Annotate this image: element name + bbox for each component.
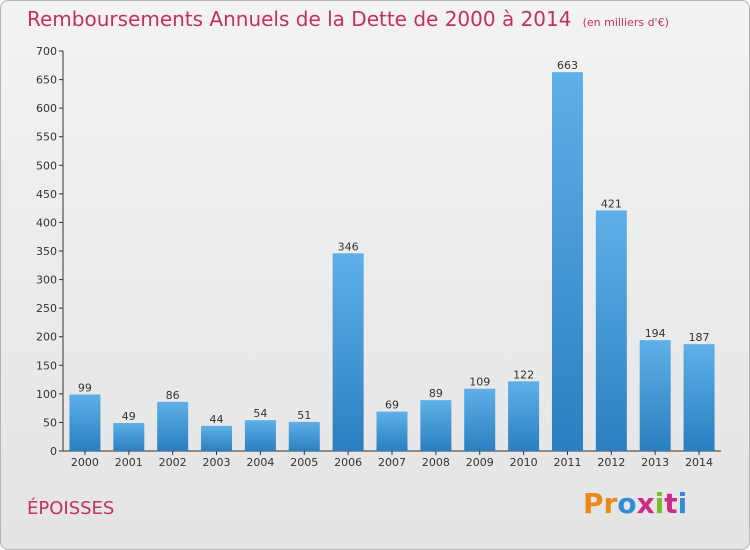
data-label: 54 <box>253 407 267 420</box>
y-tick-label: 500 <box>36 159 57 172</box>
x-tick-label: 2009 <box>466 456 494 469</box>
x-tick-label: 2006 <box>334 456 362 469</box>
y-tick-label: 650 <box>36 74 57 87</box>
bar <box>683 344 715 451</box>
x-tick-label: 2013 <box>641 456 669 469</box>
data-label: 122 <box>513 368 534 381</box>
y-tick-label: 200 <box>36 331 57 344</box>
y-tick-label: 700 <box>36 45 57 58</box>
x-tick-label: 2011 <box>553 456 581 469</box>
logo-letter: P <box>583 487 604 520</box>
data-label: 89 <box>429 387 443 400</box>
y-tick-label: 150 <box>36 359 57 372</box>
x-tick-label: 2007 <box>378 456 406 469</box>
y-tick-label: 100 <box>36 388 57 401</box>
x-tick-label: 2012 <box>597 456 625 469</box>
data-label: 99 <box>78 381 92 394</box>
bar <box>464 388 496 451</box>
bars-group: 99 49 86 44 54 51 346 69 89 109 122 663 421 194 187 <box>69 59 715 451</box>
data-label: 421 <box>601 197 622 210</box>
y-tick-label: 300 <box>36 274 57 287</box>
commune-name: ÉPOISSES <box>27 498 115 519</box>
bar <box>376 411 408 451</box>
bar <box>420 400 452 451</box>
bar <box>244 420 276 451</box>
data-label: 44 <box>210 413 224 426</box>
x-tick-label: 2005 <box>290 456 318 469</box>
data-label: 663 <box>557 59 578 72</box>
y-tick-label: 50 <box>43 416 57 429</box>
x-tick-label: 2000 <box>71 456 99 469</box>
y-tick-label: 0 <box>50 445 57 458</box>
logo-letter: o <box>617 487 637 520</box>
axes: 0 50 100 150 200 250 300 350 400 450 500 550 600 650 7… <box>36 45 721 469</box>
x-tick-label: 2008 <box>422 456 450 469</box>
bar <box>595 210 627 451</box>
title-row: Remboursements Annuels de la Dette de 20… <box>27 7 669 31</box>
y-tick-label: 400 <box>36 216 57 229</box>
proxiti-logo[interactable]: Proxiti <box>583 487 687 520</box>
bar <box>508 381 540 451</box>
data-label: 69 <box>385 399 399 412</box>
bar <box>157 401 189 451</box>
y-tick-label: 250 <box>36 302 57 315</box>
bar <box>639 340 671 451</box>
x-tick-label: 2002 <box>159 456 187 469</box>
x-tick-label: 2003 <box>203 456 231 469</box>
data-label: 51 <box>297 409 311 422</box>
logo-letter: i <box>677 487 688 520</box>
y-tick-label: 450 <box>36 188 57 201</box>
x-tick-label: 2001 <box>115 456 143 469</box>
bar <box>69 394 101 451</box>
bar <box>113 423 145 451</box>
y-tick-label: 550 <box>36 131 57 144</box>
x-tick-label: 2010 <box>510 456 538 469</box>
logo-letter: x <box>636 487 655 520</box>
logo-letter: i <box>654 487 665 520</box>
logo-letter: t <box>664 487 678 520</box>
y-tick-label: 350 <box>36 245 57 258</box>
bar <box>551 72 583 451</box>
data-label: 194 <box>645 327 666 340</box>
x-tick-label: 2004 <box>246 456 274 469</box>
data-label: 109 <box>469 376 490 389</box>
bar <box>288 421 320 451</box>
bar <box>332 253 364 451</box>
data-label: 86 <box>166 389 180 402</box>
chart-title: Remboursements Annuels de la Dette de 20… <box>27 7 572 31</box>
x-tick-label: 2014 <box>685 456 713 469</box>
data-label: 187 <box>689 331 710 344</box>
chart-subtitle: (en milliers d'€) <box>582 16 669 29</box>
bar <box>201 425 233 451</box>
logo-letter: r <box>603 487 618 520</box>
y-tick-label: 600 <box>36 102 57 115</box>
data-label: 49 <box>122 410 136 423</box>
data-label: 346 <box>338 240 359 253</box>
